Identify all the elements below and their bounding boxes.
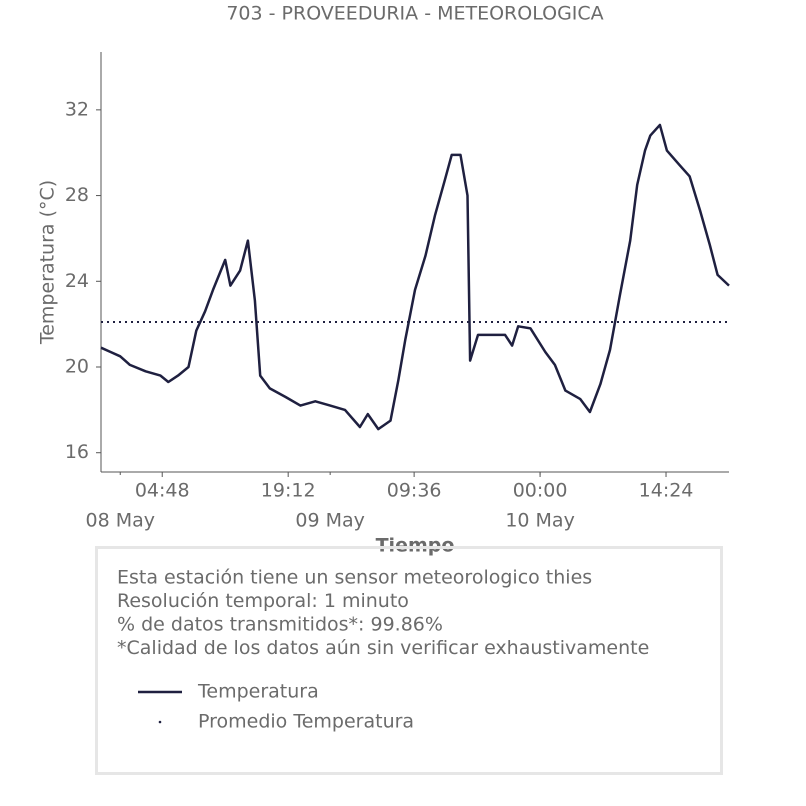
x-axis-label: Tiempo <box>376 535 455 557</box>
x-date-label: 08 May <box>85 510 155 532</box>
info-text: *Calidad de los datos aún sin verificar … <box>117 637 649 659</box>
x-date-label: 10 May <box>505 510 575 532</box>
chart-title: 703 - PROVEEDURIA - METEOROLOGICA <box>226 3 603 25</box>
legend-label: Temperatura <box>197 681 319 703</box>
legend-swatch <box>158 720 162 724</box>
legend-label: Promedio Temperatura <box>198 711 414 733</box>
x-tick-label: 19:12 <box>261 480 316 502</box>
x-tick-label: 04:48 <box>135 480 190 502</box>
y-tick-label: 28 <box>65 184 89 206</box>
y-tick-label: 32 <box>65 98 89 120</box>
y-tick-label: 24 <box>65 270 89 292</box>
x-tick-label: 00:00 <box>513 480 568 502</box>
x-date-label: 09 May <box>295 510 365 532</box>
y-axis-label: Temperatura (°C) <box>37 180 59 345</box>
y-tick-label: 20 <box>65 356 89 378</box>
info-text: Resolución temporal: 1 minuto <box>117 590 409 612</box>
y-tick-label: 16 <box>65 441 89 463</box>
x-tick-label: 14:24 <box>639 480 694 502</box>
info-text: Esta estación tiene un sensor meteorolog… <box>117 567 592 589</box>
info-text: % de datos transmitidos*: 99.86% <box>117 614 443 636</box>
line-series <box>100 123 730 431</box>
x-tick-label: 09:36 <box>387 480 442 502</box>
legend-box <box>95 546 723 775</box>
